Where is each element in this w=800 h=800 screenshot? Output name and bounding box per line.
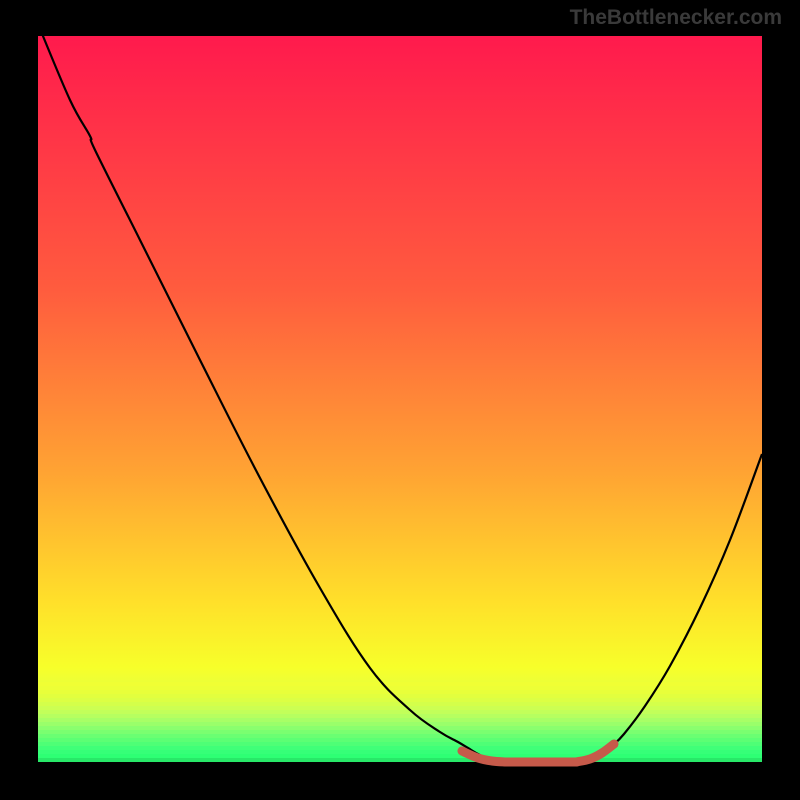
main-curve-path (38, 24, 762, 762)
accent-left-path (462, 751, 506, 762)
plot-gradient-area (38, 36, 762, 762)
watermark-text: TheBottlenecker.com (570, 6, 782, 30)
accent-right-path (576, 744, 614, 762)
bottleneck-curve-svg (0, 0, 800, 800)
